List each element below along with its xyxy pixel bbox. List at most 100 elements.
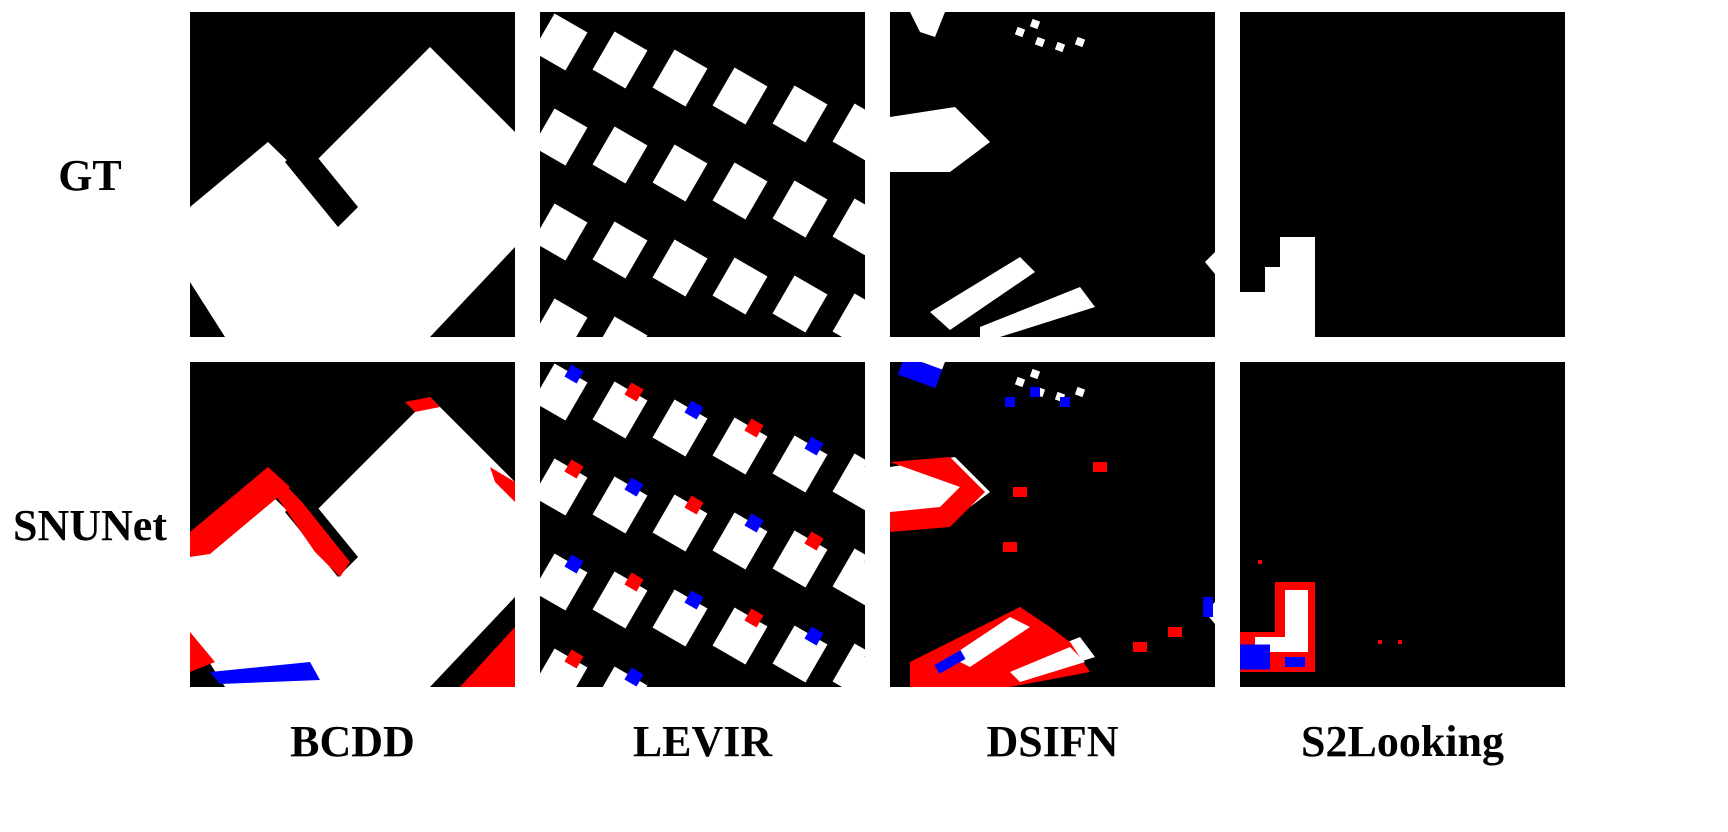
changed-building (772, 180, 828, 238)
changed-building (652, 49, 708, 107)
false-positive-region (624, 382, 644, 402)
false-negative-region (1060, 397, 1070, 407)
mask-image (540, 13, 865, 337)
changed-building (1074, 386, 1086, 398)
mask-image (1240, 560, 1402, 672)
false-positive-region (190, 467, 290, 557)
changed-building (1205, 252, 1215, 274)
false-positive-region (1378, 640, 1382, 644)
changed-building (832, 548, 865, 606)
changed-building (712, 162, 768, 220)
false-negative-region (744, 513, 764, 533)
false-negative-region (1285, 657, 1305, 667)
mask-image (890, 12, 1215, 337)
mask-image (190, 47, 515, 337)
false-positive-region (804, 531, 824, 551)
false-positive-region (460, 627, 515, 687)
false-negative-region (897, 362, 943, 389)
false-positive-region (1168, 627, 1182, 637)
changed-building (540, 648, 588, 687)
false-positive-region (268, 467, 350, 577)
row-label-gt: GT (58, 151, 122, 200)
changed-building (592, 31, 648, 89)
changed-building (1014, 376, 1026, 388)
changed-building (832, 293, 865, 337)
false-positive-region (1093, 462, 1107, 472)
changed-building (1029, 368, 1041, 380)
changed-building (910, 12, 945, 37)
changed-building (832, 103, 865, 161)
false-positive-region (624, 572, 644, 592)
changed-building (1074, 36, 1086, 48)
col-label-bcdd: BCDD (290, 717, 415, 766)
panel-snunet-levir (540, 362, 865, 687)
changed-building (592, 126, 648, 184)
changed-building (1034, 36, 1046, 48)
mask-image (190, 397, 515, 687)
unchanged-area (190, 282, 225, 337)
unchanged-strip (285, 142, 358, 227)
mask-image (1240, 237, 1315, 337)
changed-building (832, 453, 865, 511)
changed-building (540, 108, 588, 166)
false-positive-region (190, 632, 215, 672)
false-positive-region (744, 608, 764, 628)
changed-building (712, 257, 768, 315)
changed-building (190, 397, 515, 687)
false-negative-region (684, 400, 704, 420)
false-positive-region (744, 418, 764, 438)
false-negative-region (804, 436, 824, 456)
panel-gt-bcdd (190, 12, 515, 337)
mask-image (890, 362, 1215, 687)
false-negative-region (684, 590, 704, 610)
false-positive-region (490, 467, 515, 502)
changed-building (980, 287, 1095, 337)
changed-building (950, 617, 1030, 667)
col-label-levir: LEVIR (632, 717, 773, 766)
changed-building (1054, 41, 1066, 53)
false-negative-region (1005, 397, 1015, 407)
false-positive-region (1133, 642, 1147, 652)
false-positive-region (1003, 542, 1017, 552)
false-positive-region (564, 459, 584, 479)
false-negative-region (1030, 387, 1040, 397)
changed-building (592, 221, 648, 279)
false-positive-region (1258, 560, 1262, 564)
false-negative-region (804, 626, 824, 646)
changed-building (930, 257, 1035, 330)
changed-building (1240, 237, 1315, 337)
changed-building (832, 643, 865, 687)
col-label-s2looking: S2Looking (1301, 717, 1504, 766)
changed-building (540, 203, 588, 261)
false-positive-region (1398, 640, 1402, 644)
changed-building (1014, 26, 1026, 38)
false-negative-region (934, 650, 966, 674)
changed-building (712, 67, 768, 125)
mask-image (540, 363, 865, 687)
panel-snunet-dsifn (890, 362, 1215, 687)
false-negative-region (210, 662, 320, 684)
changed-building (592, 316, 648, 337)
changed-building (890, 107, 990, 172)
false-positive-region (405, 397, 440, 412)
changed-building (772, 275, 828, 333)
changed-building (652, 144, 708, 202)
panel-snunet-bcdd (190, 362, 515, 687)
false-positive-region (1013, 487, 1027, 497)
changed-building (832, 198, 865, 256)
false-positive-region (684, 495, 704, 515)
panel-gt-dsifn (890, 12, 1215, 337)
panel-gt-s2looking (1240, 12, 1565, 337)
col-label-dsifn: DSIFN (986, 717, 1119, 766)
false-negative-region (624, 477, 644, 497)
changed-building (190, 47, 515, 337)
false-positive-region (890, 457, 985, 532)
changed-building (1010, 647, 1085, 682)
changed-building (1255, 590, 1308, 652)
changed-building (772, 85, 828, 143)
false-positive-region (564, 649, 584, 669)
false-negative-region (564, 554, 584, 574)
row-label-snunet: SNUNet (13, 501, 167, 550)
false-negative-region (564, 364, 584, 384)
changed-building (1029, 18, 1041, 30)
